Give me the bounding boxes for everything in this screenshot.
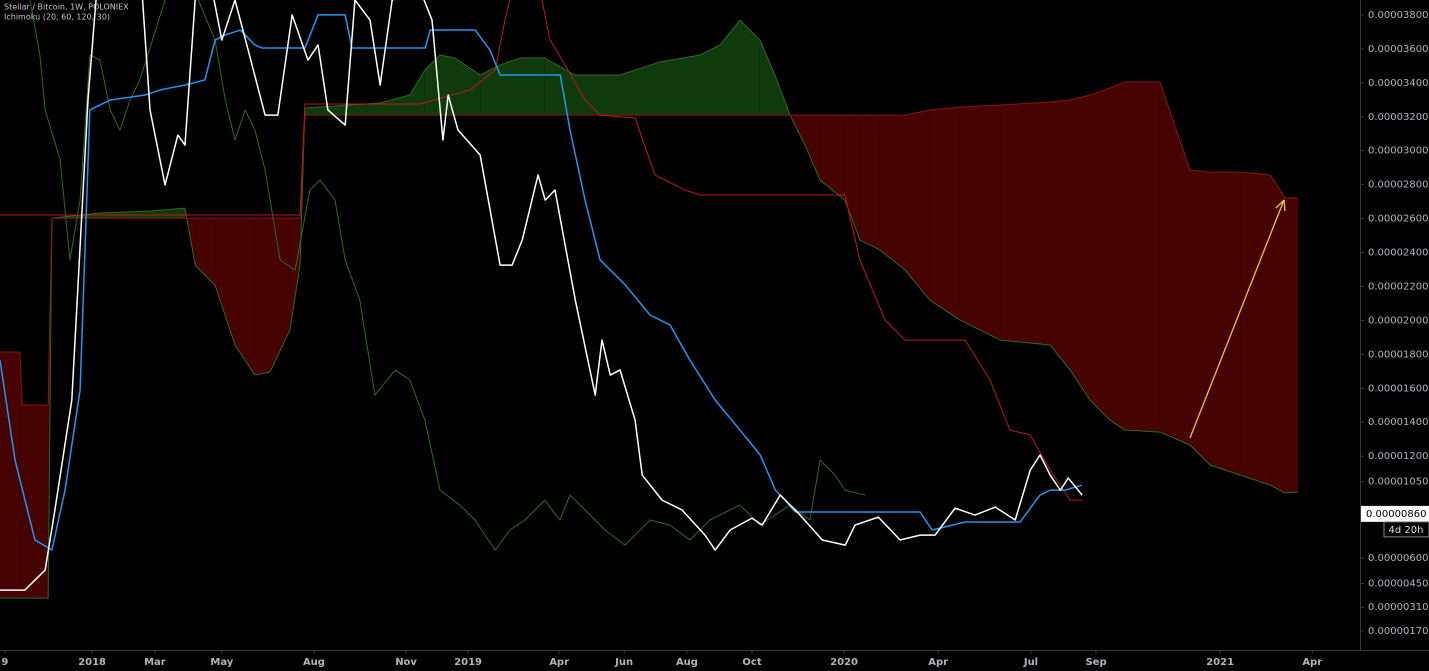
x-tick-label: Jun <box>614 657 633 668</box>
cloud-segment <box>759 40 775 116</box>
x-tick-label: Jul <box>1023 657 1038 668</box>
series-line <box>0 0 1083 591</box>
x-tick-label: 2018 <box>78 657 106 668</box>
countdown-label: 4d 20h <box>1389 525 1424 536</box>
cloud-segment <box>500 58 521 116</box>
cloud-segment <box>454 58 481 116</box>
y-tick-label: 0.00001800 <box>1368 349 1428 360</box>
y-tick-label: 0.00003000 <box>1368 146 1428 157</box>
x-tick-label: Aug <box>676 657 698 668</box>
x-tick-label: 2021 <box>1206 657 1234 668</box>
cloud-segment <box>1050 99 1071 370</box>
y-tick-label: 0.00002200 <box>1368 281 1428 292</box>
cloud-segment <box>805 115 821 181</box>
y-tick-label: 0.00001050 <box>1368 477 1428 488</box>
cloud-segment <box>439 54 455 116</box>
x-tick-label: Apr <box>928 657 948 668</box>
cloud-segment <box>195 218 216 286</box>
cloud-segment <box>269 218 290 373</box>
y-tick-label: 0.00000450 <box>1368 578 1428 589</box>
y-tick-label: 0.00000310 <box>1368 602 1428 613</box>
cloud-segment <box>380 95 410 116</box>
cloud-segment <box>1090 88 1110 421</box>
span-b-line <box>0 81 1298 406</box>
y-tick-label: 0.00002800 <box>1368 180 1428 191</box>
annotation-arrowhead <box>1275 199 1286 212</box>
cloud-segment <box>22 405 49 599</box>
cloud-segment <box>1240 172 1271 486</box>
x-tick-label: Mar <box>144 657 166 668</box>
cloud-segment <box>659 54 701 116</box>
x-tick-label: Oct <box>742 657 761 668</box>
span-a-line <box>0 19 1298 599</box>
cloud-segment <box>620 61 660 116</box>
cloud-segment <box>905 109 930 301</box>
x-tick-label: Nov <box>395 657 417 668</box>
y-tick-label: 0.00002400 <box>1368 248 1428 259</box>
series-line <box>0 14 1083 551</box>
x-tick-label: Apr <box>549 657 569 668</box>
cloud-segment <box>1270 174 1286 494</box>
cloud-segment <box>1285 198 1298 494</box>
cloud-segment <box>959 105 1001 341</box>
x-tick-label: Aug <box>303 657 325 668</box>
cloud-segment <box>1124 81 1160 433</box>
cloud-segment <box>544 58 575 116</box>
last-price-badge <box>1361 505 1429 522</box>
cloud-segment <box>235 218 255 376</box>
indicator-label: Ichimoku (20, 60, 120, 30) <box>4 13 110 22</box>
cloud-segment <box>215 218 236 346</box>
cloud-segment <box>1209 172 1241 476</box>
y-tick-label: 0.00001600 <box>1368 383 1428 394</box>
y-tick-label: 0.00001400 <box>1368 417 1428 428</box>
cloud-segment <box>1159 81 1191 445</box>
cloud-segment <box>1190 170 1210 466</box>
x-tick-label: May <box>210 657 233 668</box>
cloud-segment <box>304 103 381 116</box>
cloud-segment <box>19 351 23 599</box>
cloud-segment <box>1000 101 1051 346</box>
y-tick-label: 0.00000600 <box>1368 553 1428 564</box>
countdown-badge <box>1383 521 1429 538</box>
y-tick-label: 0.00002000 <box>1368 315 1428 326</box>
cloud-segment <box>739 20 760 116</box>
cloud-segment <box>1109 81 1125 431</box>
last-price-label: 0.00000860 <box>1366 509 1426 520</box>
cloud-segment <box>859 115 880 250</box>
y-tick-label: 0.00003400 <box>1368 78 1428 89</box>
series-line <box>29 0 866 551</box>
y-tick-label: 0.00001200 <box>1368 451 1428 462</box>
y-tick-label: 0.00003800 <box>1368 10 1428 21</box>
plot-area <box>0 0 1298 599</box>
y-tick-label: 0.00003200 <box>1368 112 1428 123</box>
cloud-segment <box>820 115 845 201</box>
cloud-segment <box>520 58 545 116</box>
x-tick-label: Sep <box>1085 657 1106 668</box>
cloud-segment <box>720 20 740 116</box>
y-tick-label: 0.00003600 <box>1368 44 1428 55</box>
cloud-segment <box>0 351 20 599</box>
cloud-segment <box>929 107 960 321</box>
y-tick-label: 0.00000170 <box>1368 626 1428 637</box>
x-tick-label: 9 <box>1 657 8 668</box>
cloud-segment <box>879 115 906 271</box>
y-tick-label: 0.00002600 <box>1368 214 1428 225</box>
series-line <box>0 0 1083 501</box>
annotation-arrow <box>1189 199 1285 439</box>
chart-title: Stellar / Bitcoin, 1W, POLONIEX <box>4 3 129 12</box>
cloud-segment <box>1070 95 1091 401</box>
cloud-segment <box>254 218 270 376</box>
x-tick-label: 2020 <box>830 657 858 668</box>
cloud-segment <box>289 218 301 331</box>
x-tick-label: 2019 <box>454 657 482 668</box>
cloud-segment <box>700 44 721 116</box>
cloud-segment <box>574 75 621 116</box>
x-tick-label: Apr <box>1302 657 1322 668</box>
axes: 0.00003800 0.00003600 0.00003400 0.00003200… <box>1 10 1429 668</box>
